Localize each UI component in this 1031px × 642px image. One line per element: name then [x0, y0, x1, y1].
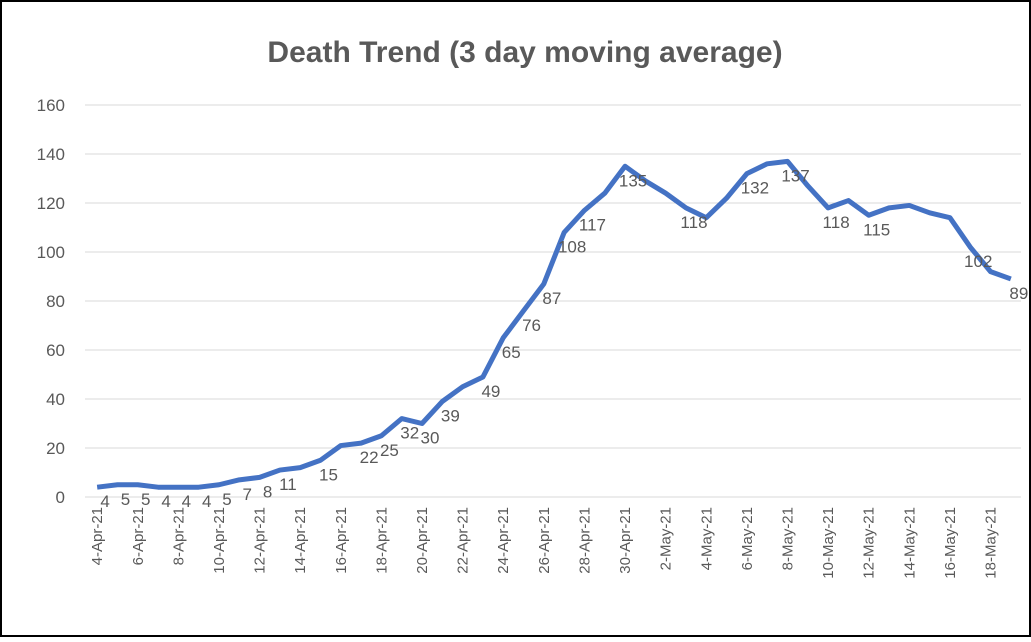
data-label: 137	[781, 166, 809, 185]
x-tick-label: 4-Apr-21	[89, 507, 106, 565]
x-tick-label: 28-Apr-21	[576, 507, 593, 574]
x-tick-label: 12-Apr-21	[252, 507, 269, 574]
data-label: 135	[619, 171, 647, 190]
y-tick-label: 100	[37, 243, 65, 262]
x-tick-label: 8-May-21	[780, 507, 797, 570]
series-line	[96, 158, 1012, 490]
y-tick-label: 20	[46, 439, 65, 458]
x-tick-label: 20-Apr-21	[414, 507, 431, 574]
x-tick-label: 14-Apr-21	[292, 507, 309, 574]
data-label: 49	[481, 382, 500, 401]
data-label: 4	[202, 492, 211, 511]
x-tick-label: 12-May-21	[861, 507, 878, 579]
x-tick-label: 24-Apr-21	[495, 507, 512, 574]
data-label: 5	[121, 490, 130, 509]
x-tick-label: 18-Apr-21	[373, 507, 390, 574]
data-label: 4	[100, 492, 109, 511]
y-tick-label: 140	[37, 145, 65, 164]
data-label: 25	[380, 441, 399, 460]
chart-title: Death Trend (3 day moving average)	[267, 36, 782, 69]
data-label: 32	[400, 424, 419, 443]
x-tick-label: 30-Apr-21	[617, 507, 634, 574]
data-label: 30	[421, 429, 440, 448]
data-label: 39	[441, 406, 460, 425]
data-label: 87	[542, 289, 561, 308]
data-label: 15	[319, 465, 338, 484]
x-tick-label: 4-May-21	[698, 507, 715, 570]
data-label: 117	[579, 215, 606, 234]
data-label: 5	[141, 490, 150, 509]
y-tick-label: 120	[37, 194, 65, 213]
y-tick-label: 0	[56, 488, 65, 507]
data-label: 4	[182, 492, 191, 511]
x-tick-label: 6-Apr-21	[130, 507, 147, 565]
x-tick-label: 2-May-21	[658, 507, 675, 570]
data-label: 65	[502, 343, 521, 362]
x-tick-label: 10-May-21	[820, 507, 837, 579]
x-tick-label: 16-May-21	[942, 507, 959, 579]
data-label: 22	[360, 448, 379, 467]
x-tick-label: 18-May-21	[983, 507, 1000, 579]
data-label: 89	[1009, 284, 1028, 303]
data-label: 4	[161, 492, 170, 511]
data-label: 132	[741, 179, 769, 198]
x-tick-label: 26-Apr-21	[536, 507, 553, 574]
x-tick-label: 16-Apr-21	[333, 507, 350, 574]
y-tick-label: 40	[46, 390, 65, 409]
data-label: 115	[863, 220, 890, 239]
data-label: 108	[558, 237, 586, 256]
x-tick-label: 6-May-21	[739, 507, 756, 570]
data-label: 118	[823, 213, 850, 232]
data-label: 8	[263, 482, 272, 501]
data-label: 102	[964, 252, 992, 271]
x-tick-label: 8-Apr-21	[170, 507, 187, 565]
x-tick-label: 10-Apr-21	[211, 507, 228, 574]
data-label: 11	[279, 475, 297, 494]
data-label: 7	[243, 485, 252, 504]
y-tick-label: 160	[37, 96, 65, 115]
data-label: 118	[680, 213, 707, 232]
x-tick-label: 22-Apr-21	[455, 507, 472, 574]
y-tick-label: 60	[46, 341, 65, 360]
data-label: 76	[522, 316, 541, 335]
data-label: 5	[222, 490, 231, 509]
y-tick-label: 80	[46, 292, 65, 311]
x-tick-label: 14-May-21	[901, 507, 918, 579]
